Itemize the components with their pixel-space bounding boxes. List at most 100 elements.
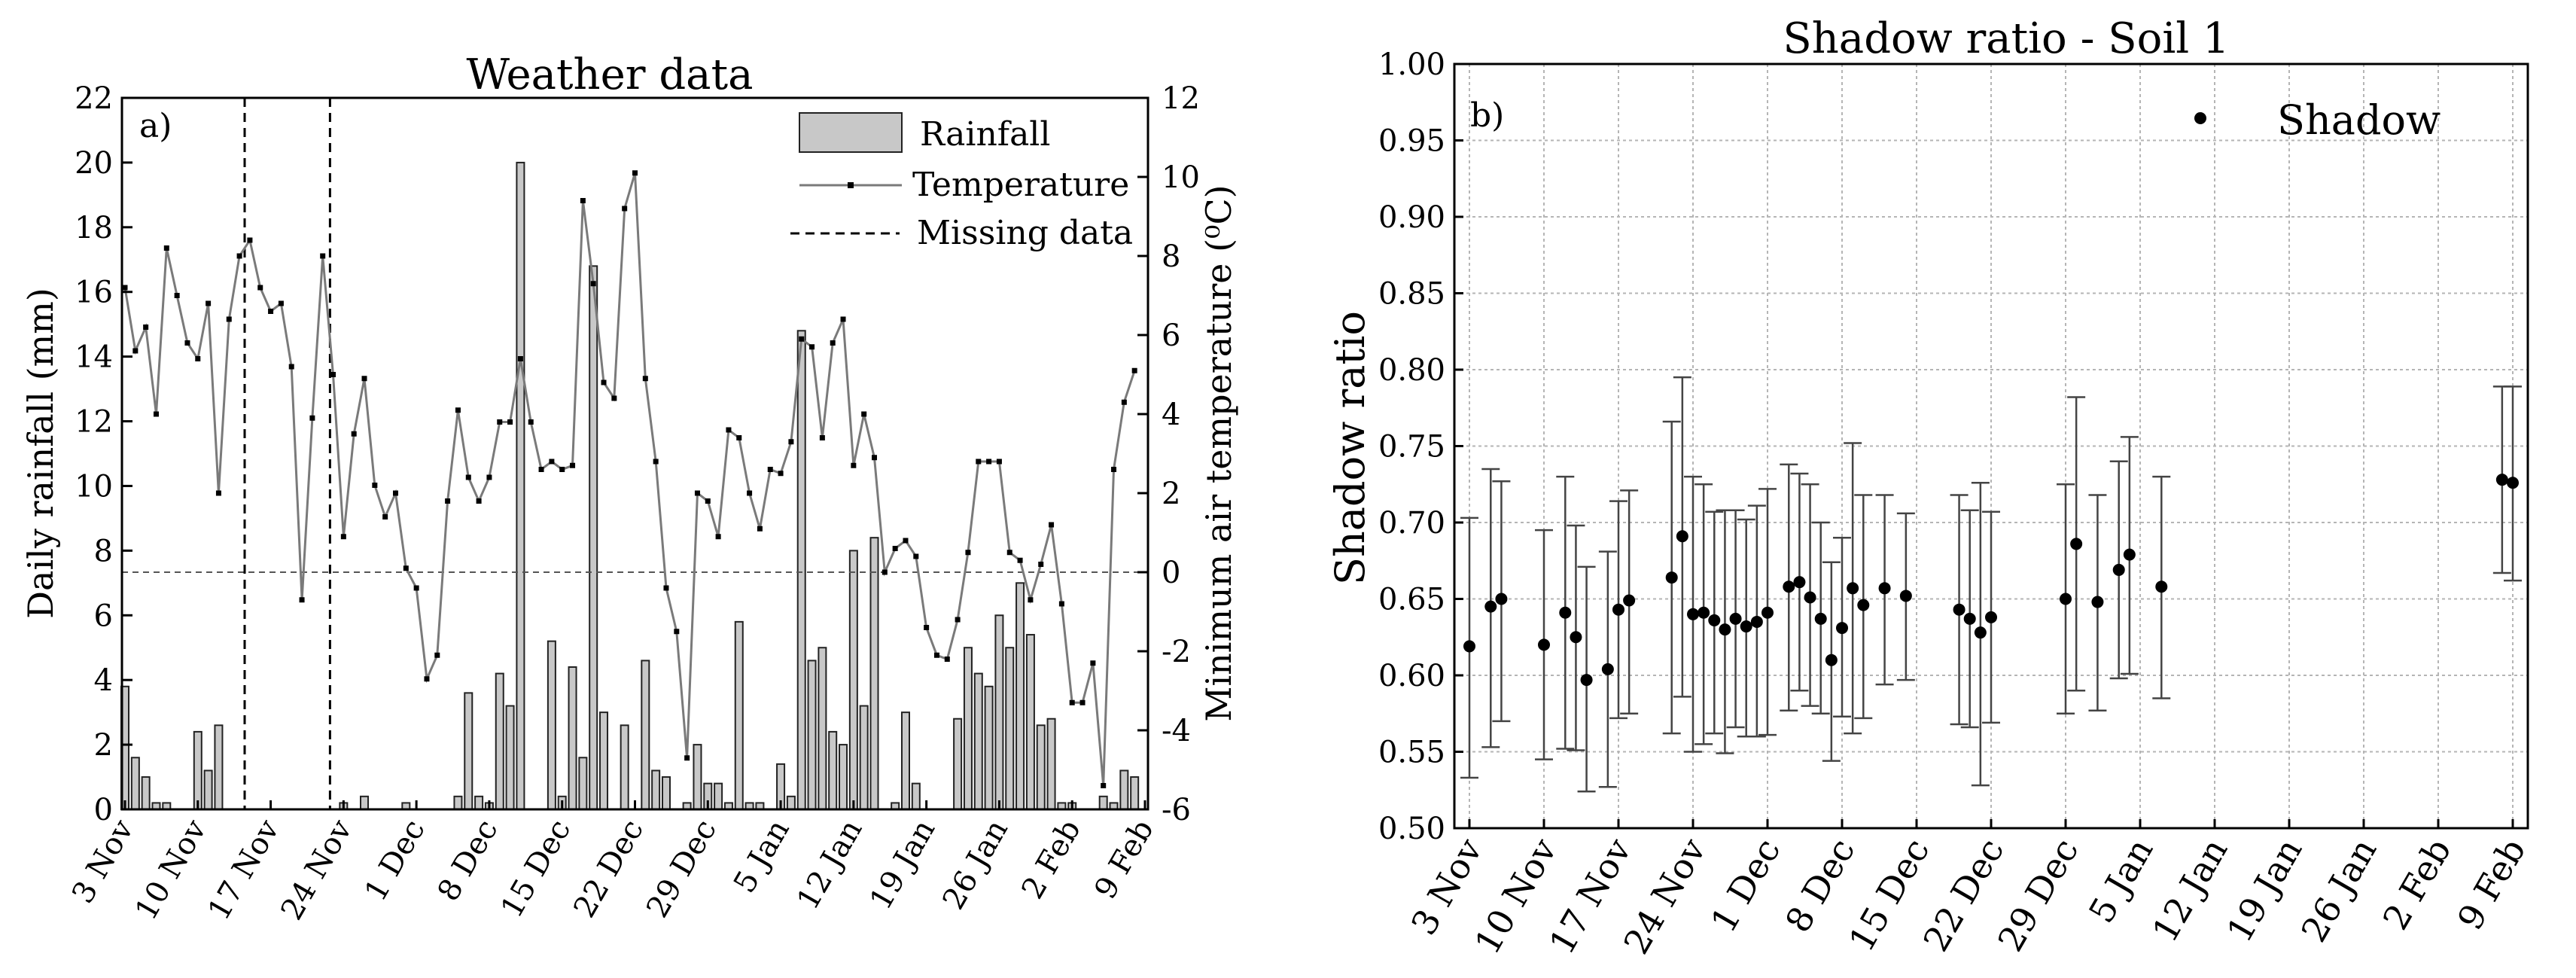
shadow-point — [1559, 606, 1572, 619]
temperature-point — [465, 474, 471, 480]
shadow-point — [1783, 580, 1795, 593]
temperature-point — [278, 300, 284, 306]
y-tick-label: 0.80 — [1378, 353, 1445, 388]
temperature-point — [767, 467, 773, 472]
rainfall-bar — [360, 795, 370, 811]
y-right-tick-label: -6 — [1162, 793, 1191, 827]
rainfall-bar — [828, 730, 838, 811]
shadow-point — [2495, 474, 2508, 486]
rainfall-bar — [984, 685, 994, 810]
temperature-point — [174, 293, 180, 298]
y-left-tick-label: 0 — [94, 793, 113, 827]
temperature-point — [1111, 467, 1117, 472]
rainfall-bar — [464, 692, 473, 811]
temperature-point — [382, 514, 388, 519]
temperature-point — [892, 546, 898, 551]
rainfall-bar — [818, 647, 827, 811]
y-tick-label: 0.85 — [1378, 277, 1445, 312]
temperature-point — [872, 455, 878, 461]
temperature-point — [559, 467, 565, 472]
shadow-point — [1698, 606, 1710, 619]
shadow-point — [1676, 530, 1688, 543]
shadow-point — [1761, 606, 1774, 619]
shadow-point — [1463, 640, 1475, 653]
x-tick-label: 1 Dec — [1703, 832, 1789, 940]
rainfall-bar — [620, 724, 629, 810]
rainfall-bar — [953, 718, 963, 811]
shadow-point — [1580, 674, 1593, 687]
temperature-point — [851, 462, 857, 468]
temperature-point — [1017, 557, 1023, 563]
rainfall-bar — [130, 757, 140, 810]
temperature-point — [445, 498, 451, 504]
temperature-point — [882, 569, 888, 575]
temperature-point — [996, 459, 1002, 465]
temperature-point — [622, 206, 628, 212]
y-right-tick-label: 8 — [1162, 239, 1180, 274]
x-tick-label: 17 Nov — [202, 814, 287, 926]
y-right-tick-label: 12 — [1162, 81, 1200, 116]
shadow-point — [1729, 612, 1742, 625]
y-left-tick-label: 12 — [75, 405, 113, 440]
temperature-point — [1028, 597, 1034, 603]
x-tick-label: 19 Jan — [863, 814, 942, 916]
rainfall-bar — [693, 744, 702, 810]
shadow-point — [1612, 603, 1624, 616]
y-right-tick-label: -4 — [1162, 714, 1191, 748]
y-tick-label: 1.00 — [1378, 47, 1445, 82]
shadow-point — [1953, 603, 1965, 616]
temperature-point — [1121, 399, 1127, 405]
x-tick-label: 15 Dec — [495, 814, 578, 924]
temperature-point — [747, 490, 753, 496]
x-tick-label: 26 Jan — [2293, 832, 2384, 949]
temperature-point — [1090, 660, 1096, 666]
legend-shadow-marker — [2194, 112, 2206, 124]
temperature-point — [1006, 550, 1012, 556]
temperature-point — [361, 376, 367, 382]
x-tick-label: 9 Feb — [1088, 814, 1160, 905]
panel-b-title: Shadow ratio - Soil 1 — [1783, 14, 2229, 63]
temperature-point — [788, 439, 794, 445]
rainfall-bar — [203, 769, 213, 810]
y-right-tick-label: 2 — [1162, 477, 1180, 511]
temperature-point — [684, 755, 690, 761]
y-tick-label: 0.65 — [1378, 583, 1445, 617]
temperature-point — [288, 364, 294, 370]
y-axis-label-shadow: Shadow ratio — [1326, 311, 1374, 585]
x-tick-label: 9 Feb — [2450, 832, 2534, 937]
temperature-point — [413, 585, 419, 591]
rainfall-bar — [839, 744, 848, 810]
temperature-point — [132, 348, 139, 354]
legend-shadow: Shadow — [2194, 96, 2441, 144]
y-right-tick-label: -2 — [1162, 635, 1191, 669]
temperature-point — [976, 459, 982, 465]
temperature-point — [143, 324, 149, 330]
temperature-point — [403, 565, 409, 571]
shadow-point — [1665, 571, 1678, 584]
shadow-point — [1740, 620, 1752, 633]
x-tick-label: 26 Jan — [936, 814, 1015, 916]
shadow-point — [2060, 593, 2072, 605]
temperature-point — [206, 300, 212, 306]
rainfall-bar — [214, 724, 224, 810]
temperature-point — [955, 617, 961, 623]
temperature-point — [215, 490, 221, 496]
panel-a-title: Weather data — [467, 50, 754, 99]
temperature-point — [590, 281, 596, 287]
y-left-tick-label: 20 — [75, 146, 113, 181]
temperature-point — [705, 498, 711, 504]
rainfall-bar — [474, 795, 484, 811]
y-left-tick-label: 18 — [75, 211, 113, 245]
temperature-point — [642, 376, 648, 382]
temperature-point — [933, 652, 939, 658]
y-tick-label: 0.95 — [1378, 124, 1445, 159]
temperature-point — [268, 309, 274, 314]
shadow-point — [1793, 576, 1806, 589]
rainfall-bar — [734, 620, 744, 811]
temperature-point — [903, 538, 909, 544]
shadow-point — [1814, 612, 1827, 625]
rainfall-bar — [453, 795, 463, 811]
shadow-point — [1825, 654, 1838, 666]
temperature-point — [840, 316, 846, 322]
rainfall-bar — [1046, 718, 1056, 811]
